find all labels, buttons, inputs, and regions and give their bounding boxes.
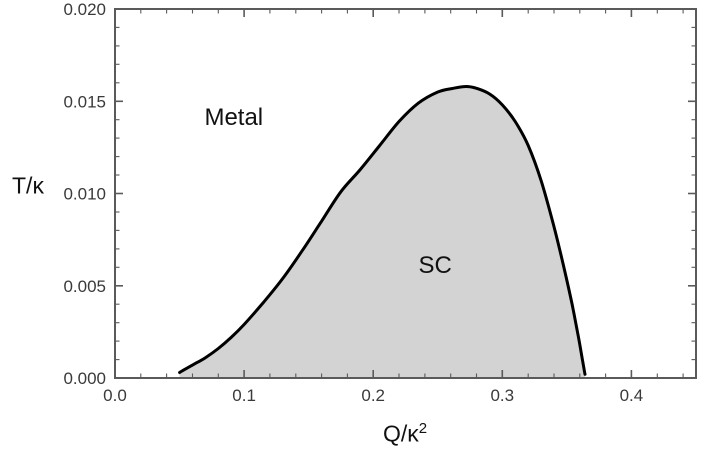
region-label-sc: SC [418,251,452,279]
region-label-metal: Metal [204,103,264,131]
y-tick-label: 0.010 [63,185,106,204]
x-tick-label: 0.3 [490,386,514,405]
y-tick-label: 0.020 [63,0,106,19]
y-axis-label: T/κ [12,172,44,199]
x-axis-label-base: Q/κ [382,420,419,447]
x-tick-label: 0.2 [361,386,385,405]
y-tick-label: 0.000 [63,369,106,388]
y-tick-label: 0.015 [63,92,106,111]
x-tick-label: 0.0 [103,386,127,405]
phase-boundary-curve [178,85,587,376]
x-tick-label: 0.4 [620,386,644,405]
x-tick-label: 0.1 [232,386,256,405]
x-axis-label: Q/κ2 [383,420,427,448]
y-tick-label: 0.005 [63,277,106,296]
x-axis-label-exponent: 2 [418,420,428,437]
sc-region-fill [179,86,585,378]
